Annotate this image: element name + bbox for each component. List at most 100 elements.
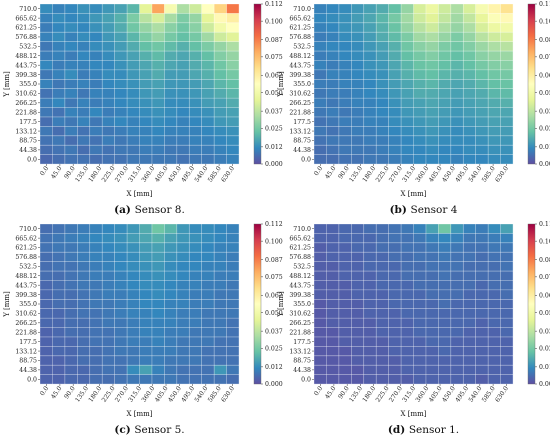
heatmap-cell	[388, 51, 402, 61]
heatmap-cell	[40, 261, 53, 272]
heatmap-cell	[89, 60, 103, 70]
heatmap-cell	[363, 233, 377, 243]
heatmap-cell	[351, 154, 364, 165]
heatmap-cell	[139, 289, 152, 300]
heatmap-cell	[463, 98, 476, 108]
heatmap-cell	[226, 69, 240, 80]
heatmap-cell	[376, 60, 389, 70]
heatmap-cell	[500, 107, 514, 117]
heatmap-cell	[388, 346, 402, 356]
heatmap-cell	[488, 355, 501, 366]
heatmap-cell	[450, 299, 464, 309]
heatmap-cell	[488, 13, 501, 23]
heatmap-cell	[363, 126, 377, 136]
heatmap-cell	[326, 32, 339, 42]
heatmap-cell	[77, 355, 90, 366]
heatmap-cell	[176, 32, 190, 42]
heatmap-cell	[89, 22, 103, 33]
heatmap-cell	[164, 336, 177, 347]
heatmap-cell	[363, 271, 377, 281]
heatmap-cell	[475, 126, 489, 136]
heatmap-cell	[102, 107, 115, 117]
heatmap-cell	[77, 233, 90, 243]
heatmap-cell	[89, 299, 103, 309]
heatmap-cell	[64, 126, 78, 136]
heatmap-cell	[338, 13, 352, 23]
heatmap-cell	[164, 355, 177, 366]
colorbar-tick-label: 0.037	[265, 328, 283, 335]
heatmap-cell	[450, 98, 464, 108]
heatmap-cell	[151, 116, 165, 127]
heatmap-cell	[450, 60, 464, 70]
heatmap-cell	[102, 346, 115, 356]
heatmap-cell	[64, 374, 78, 385]
y-tick-label: 88.75	[293, 358, 311, 365]
heatmap-cell	[201, 242, 215, 253]
heatmap-cell	[401, 79, 414, 89]
heatmap-cell	[450, 107, 464, 117]
heatmap-cell	[463, 107, 476, 117]
panel-caption-text: Sensor 1.	[409, 424, 459, 436]
heatmap-cell	[127, 242, 140, 253]
heatmap-cell	[201, 346, 215, 356]
heatmap-cell	[438, 4, 451, 14]
heatmap-cell	[425, 4, 439, 14]
heatmap-cell	[326, 233, 339, 243]
heatmap-cell	[127, 32, 140, 42]
heatmap-cell	[351, 355, 364, 366]
heatmap-cell	[413, 261, 426, 272]
heatmap-cell	[438, 107, 451, 117]
heatmap-cell	[351, 299, 364, 309]
heatmap-cell	[363, 299, 377, 309]
heatmap-cell	[64, 327, 78, 337]
heatmap-cell	[500, 135, 514, 146]
heatmap-cell	[488, 318, 501, 328]
heatmap-cell	[40, 32, 53, 42]
heatmap-cell	[475, 69, 489, 80]
heatmap-cell	[500, 154, 514, 165]
y-tick-label: 0.0	[27, 376, 37, 383]
heatmap-cell	[475, 242, 489, 253]
heatmap-cell	[64, 60, 78, 70]
colorbar-tick-label: 0.087	[539, 37, 550, 44]
heatmap-cell	[77, 4, 90, 14]
y-tick-label: 665.62	[289, 15, 311, 22]
heatmap-cell	[363, 41, 377, 52]
heatmap-cell	[102, 308, 115, 319]
heatmap-cell	[89, 41, 103, 52]
heatmap-cell	[463, 32, 476, 42]
heatmap-cell	[226, 233, 240, 243]
heatmap-cell	[413, 69, 426, 80]
heatmap-cell	[164, 51, 177, 61]
heatmap-cell	[226, 374, 240, 385]
heatmap-cell	[52, 60, 65, 70]
heatmap-cell	[189, 60, 202, 70]
heatmap-cell	[376, 365, 389, 375]
heatmap-cell	[338, 116, 352, 127]
heatmap-cell	[314, 327, 327, 337]
heatmap-cell	[64, 355, 78, 366]
heatmap-cell	[338, 271, 352, 281]
heatmap-cell	[326, 374, 339, 385]
heatmap-cell	[89, 135, 103, 146]
heatmap-cell	[102, 374, 115, 385]
heatmap-cell	[488, 252, 501, 262]
y-tick-label: 266.25	[15, 320, 37, 327]
heatmap-cell	[201, 51, 215, 61]
heatmap-cell	[500, 327, 514, 337]
heatmap-cell	[363, 154, 377, 165]
heatmap-cell	[201, 299, 215, 309]
heatmap-cell	[40, 126, 53, 136]
heatmap-cell	[425, 252, 439, 262]
heatmap-cell	[226, 252, 240, 262]
heatmap-cell	[488, 233, 501, 243]
heatmap-cell	[77, 271, 90, 281]
heatmap-cell	[52, 233, 65, 243]
heatmap-cell	[363, 224, 377, 234]
heatmap-cell	[89, 4, 103, 14]
heatmap-cell	[388, 4, 402, 14]
heatmap-cell	[201, 116, 215, 127]
heatmap-cell	[351, 346, 364, 356]
heatmap-cell	[425, 116, 439, 127]
heatmap-cell	[151, 289, 165, 300]
